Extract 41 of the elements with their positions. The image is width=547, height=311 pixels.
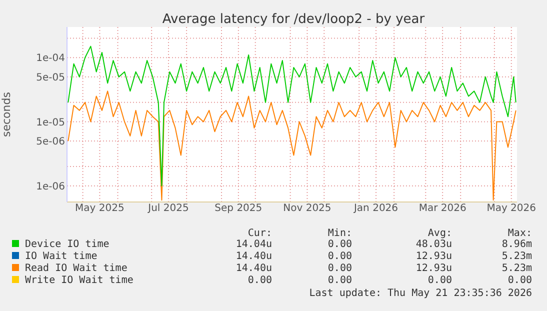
text: Avg: xyxy=(426,228,452,239)
line-series xyxy=(68,90,516,201)
chart-title: Average latency for /dev/loop2 - by year xyxy=(161,12,426,27)
text: 5.23m xyxy=(500,263,532,275)
y-tick-label: 1e-06 xyxy=(36,181,65,192)
text: 0.00 xyxy=(246,275,272,287)
text: 14.40u xyxy=(234,251,272,263)
text: 0.00 xyxy=(426,275,452,287)
text: 14.04u xyxy=(234,239,272,251)
y-axis-title: seconds xyxy=(0,92,13,137)
legend-label: Write IO Wait time xyxy=(24,275,134,287)
text: 0.00 xyxy=(326,239,352,251)
text: 0.00 xyxy=(326,263,352,275)
text: 0.00 xyxy=(506,275,532,287)
x-tick-label: Sep 2025 xyxy=(214,203,262,214)
y-tick-label: 5e-05 xyxy=(36,72,65,84)
x-tick-label: Mar 2026 xyxy=(418,203,466,214)
text: 12.93u xyxy=(414,251,452,263)
y-tick-label: 1e-04 xyxy=(36,53,65,64)
legend-label: Read IO Wait time xyxy=(24,263,128,275)
x-tick-label: Nov 2025 xyxy=(283,203,332,214)
y-tick-label: 5e-06 xyxy=(36,136,65,148)
line-series xyxy=(68,46,516,186)
text: 8.96m xyxy=(500,239,532,251)
text: Last update: Thu May 21 23:35:36 2026 xyxy=(308,288,532,299)
text: 48.03u xyxy=(414,239,452,251)
text: Min: xyxy=(326,228,352,239)
text: Max: xyxy=(506,228,532,239)
x-tick-label: Jan 2026 xyxy=(353,203,398,214)
text: Cur: xyxy=(246,228,272,239)
text: 12.93u xyxy=(414,263,452,275)
text: 5.23m xyxy=(500,251,532,263)
x-tick-label: Jul 2025 xyxy=(147,203,189,214)
legend-label: IO Wait time xyxy=(24,251,98,263)
y-tick-label: 1e-05 xyxy=(36,117,65,128)
text: 0.00 xyxy=(326,251,352,263)
x-tick-label: May 2026 xyxy=(486,203,536,214)
legend-label: Device IO time xyxy=(24,239,110,251)
x-tick-label: May 2025 xyxy=(75,203,124,214)
text: 14.40u xyxy=(234,263,272,275)
text: 0.00 xyxy=(326,275,352,287)
